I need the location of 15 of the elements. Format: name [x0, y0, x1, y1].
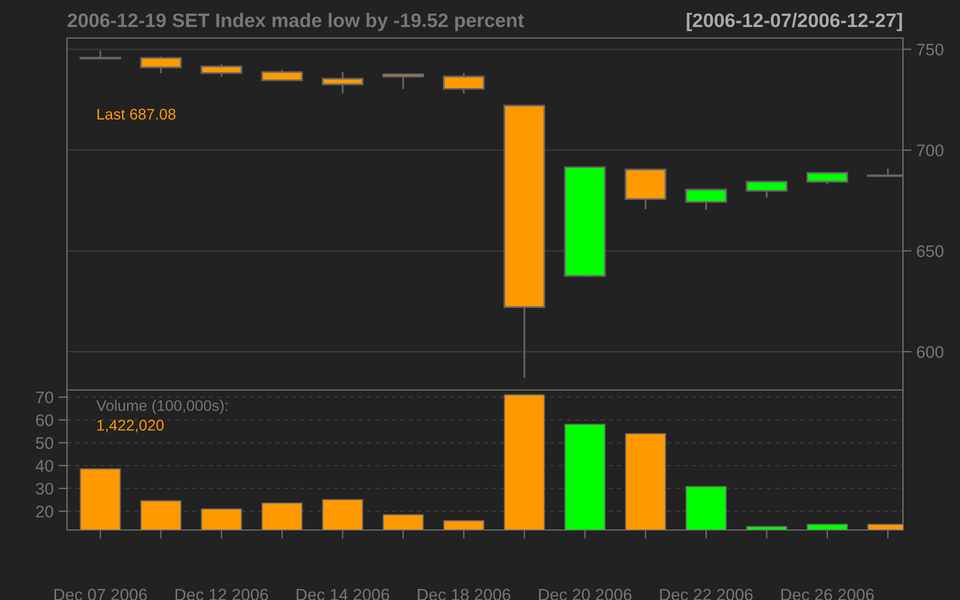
y-tick-label: 600 [917, 346, 944, 358]
y-tick-label: 30 [36, 482, 54, 495]
y-tick-label: 50 [36, 437, 54, 449]
annotation: Last 687.08 [98, 108, 176, 120]
y-tick-label: 40 [36, 460, 54, 472]
y-tick-label: 650 [917, 245, 944, 258]
annotation: Volume (100,000s): [96, 400, 228, 414]
y-tick-label: 60 [36, 414, 54, 426]
y-tick-label: 700 [917, 144, 944, 156]
chart-title: 2006-12-19 SET Index made low by -19.52 percent [68, 12, 524, 32]
chart-subtitle: [2006-12-07/2006-12-27] [686, 12, 902, 32]
y-tick-label: 70 [36, 391, 54, 404]
y-tick-label: 750 [917, 44, 944, 56]
annotation: 1,422,020 [97, 420, 164, 432]
y-tick-label: 20 [36, 506, 54, 518]
